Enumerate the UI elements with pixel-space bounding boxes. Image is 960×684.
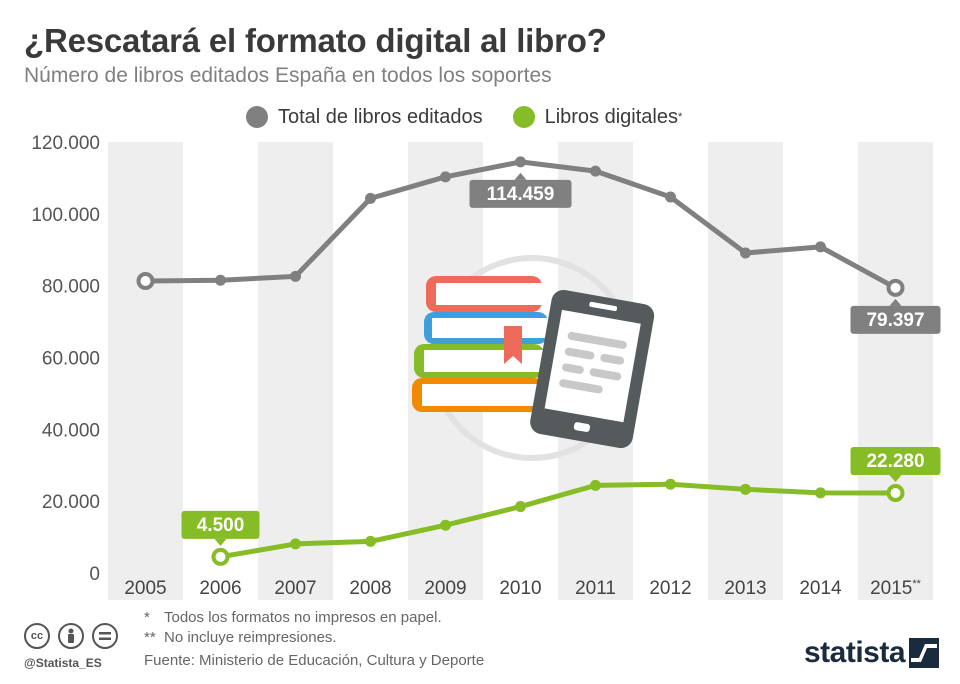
data-label-text: 114.459 [487, 184, 555, 205]
data-point [740, 483, 751, 495]
y-tick-label: 0 [89, 564, 100, 585]
data-label: 114.459 [469, 172, 572, 208]
x-tick-label: 2012 [649, 578, 691, 599]
tablet-icon [530, 289, 655, 449]
data-point [590, 165, 601, 177]
x-tick-label: 2005 [124, 578, 166, 599]
data-point [136, 271, 155, 290]
x-tick-label: 2010 [499, 578, 541, 599]
band-2007 [258, 142, 333, 600]
legend-swatch-total [246, 106, 268, 128]
data-label-text: 22.280 [866, 451, 924, 472]
data-point [665, 191, 676, 203]
data-point [440, 519, 451, 531]
x-axis-ticks: 2005 2006 2007 2008 2009 2010 2011 2012 2013 2014… [124, 578, 921, 599]
y-tick-label: 60.000 [42, 349, 100, 370]
band-2015 [858, 142, 933, 600]
background-bands [108, 142, 933, 600]
legend-footnote-mark: * [678, 111, 683, 123]
legend-label-total: Total de libros editados [278, 105, 483, 128]
y-tick-label: 120.000 [31, 133, 100, 154]
data-point [515, 156, 526, 168]
statista-logo: statista [804, 636, 940, 670]
y-tick-label: 40.000 [42, 420, 100, 441]
x-tick-label: 2008 [349, 578, 391, 599]
x-tick-label: 2014 [799, 578, 842, 599]
series-line-1 [220, 481, 896, 560]
legend-label-digital: Libros digitales [544, 105, 678, 128]
series-points [136, 156, 905, 566]
x-tick-label: 2015** [870, 578, 922, 599]
license-icons: cc [24, 623, 126, 649]
data-label: 4.500 [181, 510, 260, 546]
source-note: Fuente: Ministerio de Educación, Cultura… [144, 652, 485, 669]
x-tick-label: 2011 [575, 578, 616, 599]
band-2005 [108, 142, 183, 600]
footnotes: * Todos los formatos no impresos en papel… [144, 608, 442, 648]
data-point [515, 501, 526, 513]
y-tick-label: 20.000 [42, 492, 100, 513]
data-point [215, 274, 226, 286]
data-labels: 114.459 79.397 4.500 22.280 [181, 172, 941, 546]
data-point [440, 171, 451, 183]
nd-icon [92, 623, 118, 649]
data-point [365, 192, 376, 204]
cc-icon: cc [24, 623, 50, 649]
y-tick-label: 80.000 [42, 277, 100, 298]
x-tick-label: 2007 [274, 578, 316, 599]
data-point [211, 547, 230, 566]
footnote-1-mark: * [144, 609, 150, 626]
footnote-2-mark: ** [144, 629, 156, 646]
books-icon [412, 276, 548, 412]
footnote-2: ** No incluye reimpresiones. [144, 628, 442, 648]
data-label-text: 4.500 [197, 515, 245, 536]
legend-item-total: Total de libros editados [246, 106, 483, 129]
chart-title: ¿Rescatará el formato digital al libro? [24, 22, 607, 59]
footnote-2-text: No incluye reimpresiones. [164, 629, 337, 646]
data-point [886, 483, 905, 502]
footnote-1-text: Todos los formatos no impresos en papel. [164, 609, 442, 626]
footnote-1: * Todos los formatos no impresos en papel… [144, 608, 442, 628]
y-tick-label: 100.000 [31, 205, 100, 226]
statista-logo-icon [909, 638, 940, 668]
data-point [590, 479, 601, 491]
data-point [815, 487, 826, 499]
data-point [740, 247, 751, 259]
chart-subtitle: Número de libros editados España en todo… [24, 64, 552, 87]
social-handle: @Statista_ES [24, 656, 102, 670]
x-tick-label: 2006 [199, 578, 241, 599]
x-tick-label: 2013 [724, 578, 766, 599]
data-point [665, 478, 676, 490]
by-icon [58, 623, 84, 649]
band-2013 [708, 142, 783, 600]
data-point [290, 270, 301, 282]
y-axis-ticks: 0 20.000 40.000 60.000 80.000 100.000 120.000 [31, 133, 100, 585]
legend-item-digital: Libros digitales * [512, 105, 683, 129]
data-point [886, 278, 905, 297]
data-label: 22.280 [850, 446, 941, 482]
x-tick-label: 2009 [424, 578, 466, 599]
data-point [365, 535, 376, 547]
brand-wordmark: statista [804, 636, 906, 669]
x-tick-suffix: ** [912, 578, 921, 590]
data-label: 79.397 [850, 298, 941, 334]
data-point [815, 241, 826, 253]
data-label-text: 79.397 [866, 310, 924, 331]
legend: Total de libros editados Libros digitale… [246, 104, 712, 130]
legend-swatch-digital [512, 106, 535, 128]
data-point [290, 538, 301, 550]
books-tablet-illustration [412, 255, 655, 461]
